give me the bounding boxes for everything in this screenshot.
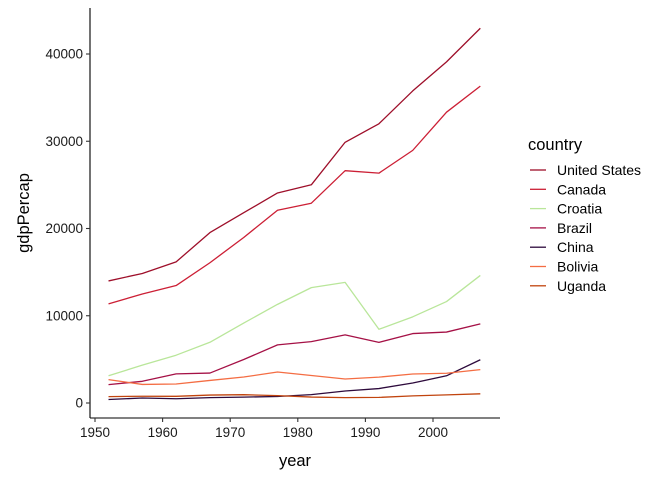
legend: country United States Canada Croatia Brazil… <box>528 136 641 294</box>
plot-lines <box>108 27 481 401</box>
series-line-brazil <box>108 323 481 386</box>
legend-title: country <box>528 136 583 154</box>
series-line-uganda <box>108 393 481 399</box>
legend-label: Bolivia <box>557 259 598 275</box>
y-tick-label: 30000 <box>45 134 83 149</box>
series-line-united-states <box>108 27 481 282</box>
y-axis-ticks: 0 10000 20000 30000 40000 <box>45 47 90 411</box>
x-axis-title: year <box>279 452 312 470</box>
legend-label: Uganda <box>557 278 606 294</box>
x-axis-ticks: 1950 1960 1970 1980 1990 2000 <box>80 418 448 440</box>
y-tick-label: 40000 <box>45 47 83 62</box>
legend-label: Canada <box>557 181 606 197</box>
y-tick-label: 20000 <box>45 221 83 236</box>
legend-label: China <box>557 239 594 255</box>
x-tick-label: 1970 <box>215 425 245 440</box>
x-tick-label: 1960 <box>148 425 178 440</box>
series-line-bolivia <box>108 369 481 386</box>
y-tick-label: 0 <box>75 396 83 411</box>
series-line-croatia <box>108 274 481 377</box>
x-tick-label: 1950 <box>80 425 110 440</box>
x-tick-label: 1990 <box>350 425 380 440</box>
y-axis-title: gdpPercap <box>15 173 33 253</box>
legend-label: Croatia <box>557 201 602 217</box>
legend-label: Brazil <box>557 220 592 236</box>
x-tick-label: 2000 <box>418 425 448 440</box>
legend-label: United States <box>557 162 641 178</box>
series-line-canada <box>108 85 481 305</box>
y-tick-label: 10000 <box>45 308 83 323</box>
x-tick-label: 1980 <box>283 425 313 440</box>
series-line-china <box>108 359 481 401</box>
